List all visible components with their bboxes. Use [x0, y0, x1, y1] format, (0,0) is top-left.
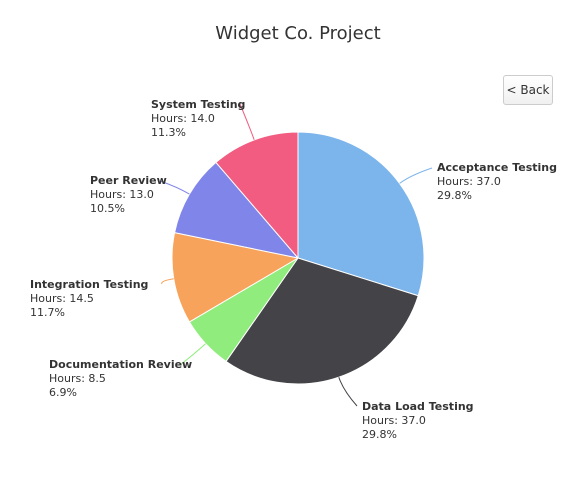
pie-slice-acceptance-testing[interactable]: [297, 131, 425, 297]
data-label-name: Peer Review: [90, 174, 167, 187]
data-label-percent: 29.8%: [437, 189, 472, 202]
data-label-hours: Hours: 14.0: [151, 112, 215, 125]
connector-documentation-review: [179, 343, 206, 366]
connector-integration-testing: [161, 278, 174, 285]
data-label-hours: Hours: 8.5: [49, 372, 106, 385]
label-connectors: [159, 103, 433, 407]
back-button[interactable]: < Back: [503, 75, 553, 105]
data-label-percent: 11.3%: [151, 126, 186, 139]
connector-system-testing: [239, 103, 255, 140]
data-label-name: Integration Testing: [30, 278, 148, 291]
data-label-percent: 6.9%: [49, 386, 77, 399]
data-label-name: System Testing: [151, 98, 245, 111]
data-label-percent: 11.7%: [30, 306, 65, 319]
pie-slice-system-testing[interactable]: [215, 131, 299, 259]
data-label-hours: Hours: 37.0: [362, 414, 426, 427]
data-label-name: Acceptance Testing: [437, 161, 557, 174]
data-label-hours: Hours: 13.0: [90, 188, 154, 201]
chart-title: Widget Co. Project: [215, 23, 380, 44]
pie-slice-peer-review[interactable]: [174, 161, 299, 259]
connector-acceptance-testing: [399, 167, 433, 184]
connector-data-load-testing: [338, 377, 358, 407]
pie-slices: [171, 131, 425, 385]
data-label-percent: 10.5%: [90, 202, 125, 215]
pie-slice-integration-testing[interactable]: [171, 232, 299, 323]
data-label-percent: 29.8%: [362, 428, 397, 441]
data-label-hours: Hours: 37.0: [437, 175, 501, 188]
data-label-name: Documentation Review: [49, 358, 192, 371]
connector-peer-review: [159, 180, 190, 195]
data-label-hours: Hours: 14.5: [30, 292, 94, 305]
data-label-name: Data Load Testing: [362, 400, 474, 413]
